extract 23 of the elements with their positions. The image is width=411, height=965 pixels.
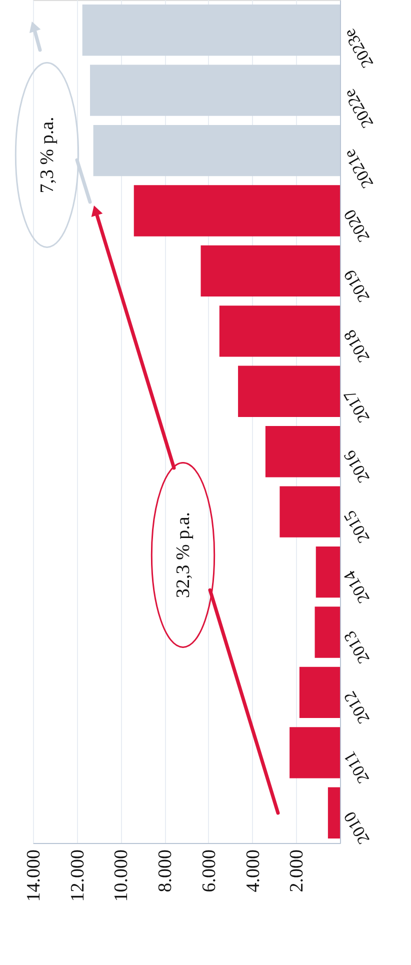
bar: [134, 185, 340, 236]
annotation: 32,3 % p.a.: [173, 512, 194, 598]
bar: [219, 306, 340, 357]
x-tick-label: 10.000: [111, 850, 132, 902]
x-tick-label: 6.000: [198, 850, 220, 892]
bar: [82, 4, 340, 56]
x-tick-label: 2.000: [286, 850, 308, 892]
bar: [200, 245, 340, 297]
bar: [316, 546, 340, 598]
bar: [290, 727, 340, 778]
bar: [328, 787, 340, 838]
x-tick-label: 8.000: [155, 850, 176, 892]
bar: [238, 366, 340, 417]
bar: [314, 606, 340, 658]
bar: [90, 64, 340, 116]
x-tick-label: 14.000: [24, 850, 44, 902]
bar: [93, 124, 340, 176]
x-tick-label: 4.000: [242, 850, 264, 892]
annotation: 7,3 % p.a.: [37, 116, 58, 194]
x-tick-label: 12.000: [67, 850, 88, 902]
bar: [280, 486, 340, 538]
bar: [299, 666, 340, 718]
bar: [265, 426, 340, 478]
